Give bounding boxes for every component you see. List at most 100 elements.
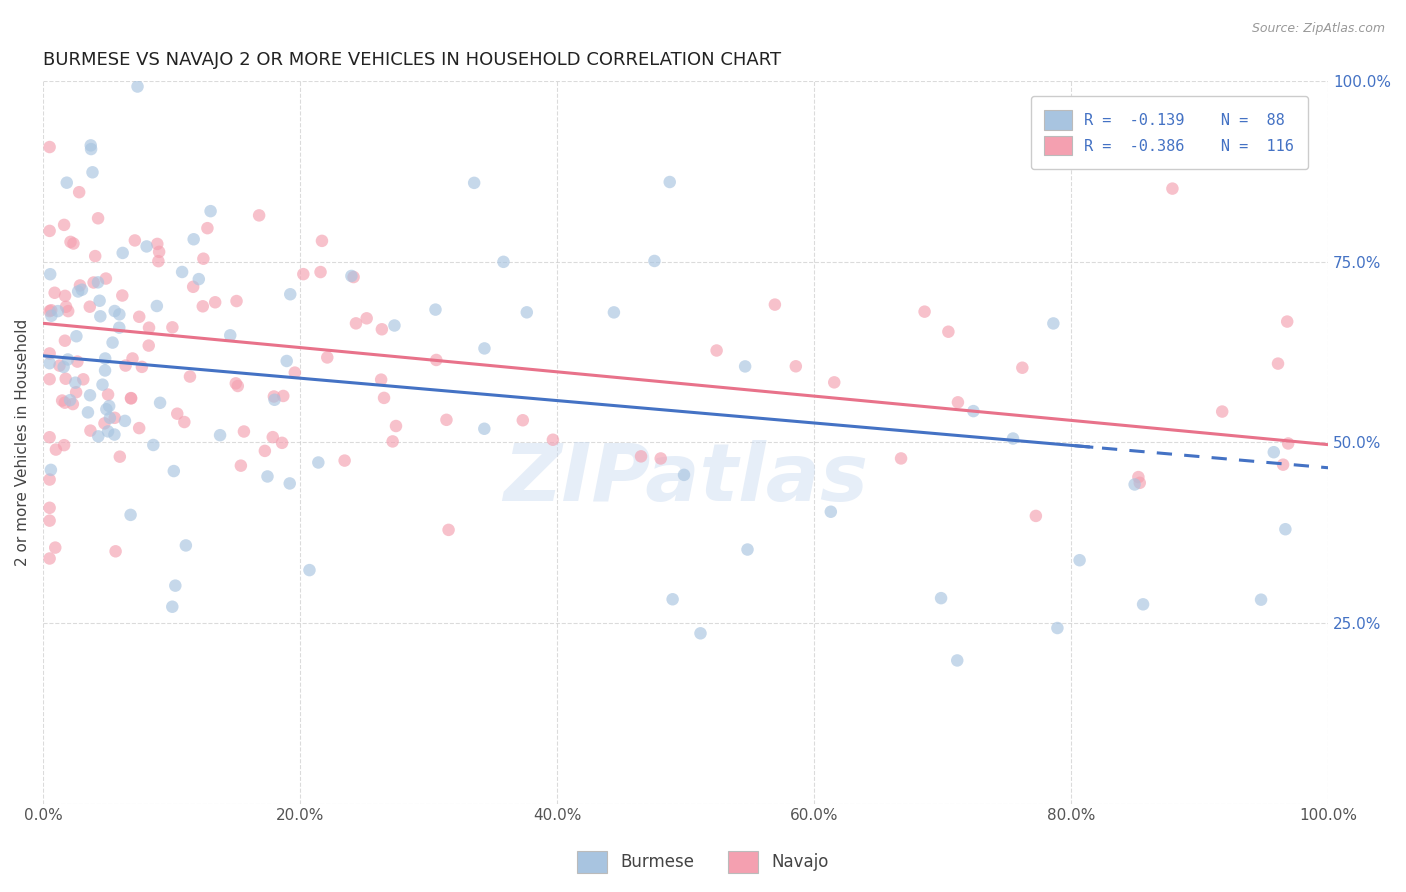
Point [225, 294, 247, 309]
Point [87, 211, 110, 226]
Point [1128, 470, 1150, 484]
Point [83, 276, 105, 290]
Point [472, 422, 495, 436]
Point [131, 359, 153, 374]
Point [46, 304, 69, 318]
Point [80, 138, 103, 153]
Point [97, 425, 120, 439]
Point [333, 453, 356, 467]
Point [1272, 458, 1295, 472]
Point [70, 283, 93, 297]
Point [53, 395, 76, 409]
Point [512, 413, 534, 427]
Point [658, 175, 681, 189]
Point [734, 359, 756, 374]
Point [962, 404, 984, 418]
Point [108, 450, 131, 464]
Point [1277, 436, 1299, 450]
Point [263, 390, 285, 404]
Point [316, 351, 339, 365]
Point [1011, 360, 1033, 375]
Point [309, 265, 332, 279]
Point [232, 425, 254, 439]
Point [148, 254, 170, 268]
Point [62, 236, 84, 251]
Point [87, 276, 110, 290]
Point [55, 176, 77, 190]
Point [219, 328, 242, 343]
Point [204, 295, 226, 310]
Point [225, 376, 247, 391]
Point [80, 142, 103, 156]
Point [437, 523, 460, 537]
Point [706, 343, 728, 358]
Legend: R =  -0.139    N =  88, R =  -0.386    N =  116: R = -0.139 N = 88, R = -0.386 N = 116 [1031, 96, 1308, 169]
Point [38, 430, 60, 444]
Point [247, 208, 270, 222]
Point [38, 551, 60, 566]
Point [163, 464, 186, 478]
Point [138, 320, 160, 334]
Point [59, 393, 82, 408]
Point [148, 244, 170, 259]
Point [737, 542, 759, 557]
Text: Source: ZipAtlas.com: Source: ZipAtlas.com [1251, 22, 1385, 36]
Point [162, 320, 184, 334]
Point [120, 391, 142, 405]
Point [53, 289, 76, 303]
Point [138, 338, 160, 352]
Point [1025, 508, 1047, 523]
Point [108, 320, 131, 334]
Point [929, 591, 952, 606]
Point [44, 541, 66, 555]
Point [253, 443, 276, 458]
Point [48, 359, 70, 373]
Point [1042, 317, 1064, 331]
Point [121, 351, 143, 366]
Point [93, 417, 115, 431]
Point [104, 544, 127, 558]
Point [146, 299, 169, 313]
Point [181, 280, 204, 294]
Point [94, 363, 117, 377]
Point [1046, 621, 1069, 635]
Point [385, 419, 408, 434]
Point [66, 354, 89, 368]
Point [1211, 404, 1233, 418]
Point [179, 369, 201, 384]
Point [114, 414, 136, 428]
Point [197, 221, 219, 235]
Point [38, 500, 60, 515]
Point [630, 450, 652, 464]
Point [120, 392, 142, 406]
Point [193, 252, 215, 266]
Point [67, 185, 90, 199]
Point [340, 268, 363, 283]
Point [59, 235, 82, 249]
Point [183, 232, 205, 246]
Point [226, 379, 249, 393]
Point [209, 428, 232, 442]
Point [82, 165, 104, 179]
Point [823, 376, 845, 390]
Point [1263, 445, 1285, 459]
Point [356, 311, 378, 326]
Point [820, 505, 842, 519]
Point [53, 334, 76, 348]
Point [689, 626, 711, 640]
Point [91, 377, 114, 392]
Point [1001, 432, 1024, 446]
Point [44, 285, 66, 300]
Point [381, 434, 404, 449]
Point [1069, 553, 1091, 567]
Point [79, 300, 101, 314]
Point [45, 442, 67, 457]
Point [938, 325, 960, 339]
Point [55, 372, 77, 386]
Point [120, 508, 142, 522]
Point [51, 393, 73, 408]
Point [191, 299, 214, 313]
Point [89, 293, 111, 308]
Point [124, 234, 146, 248]
Point [38, 224, 60, 238]
